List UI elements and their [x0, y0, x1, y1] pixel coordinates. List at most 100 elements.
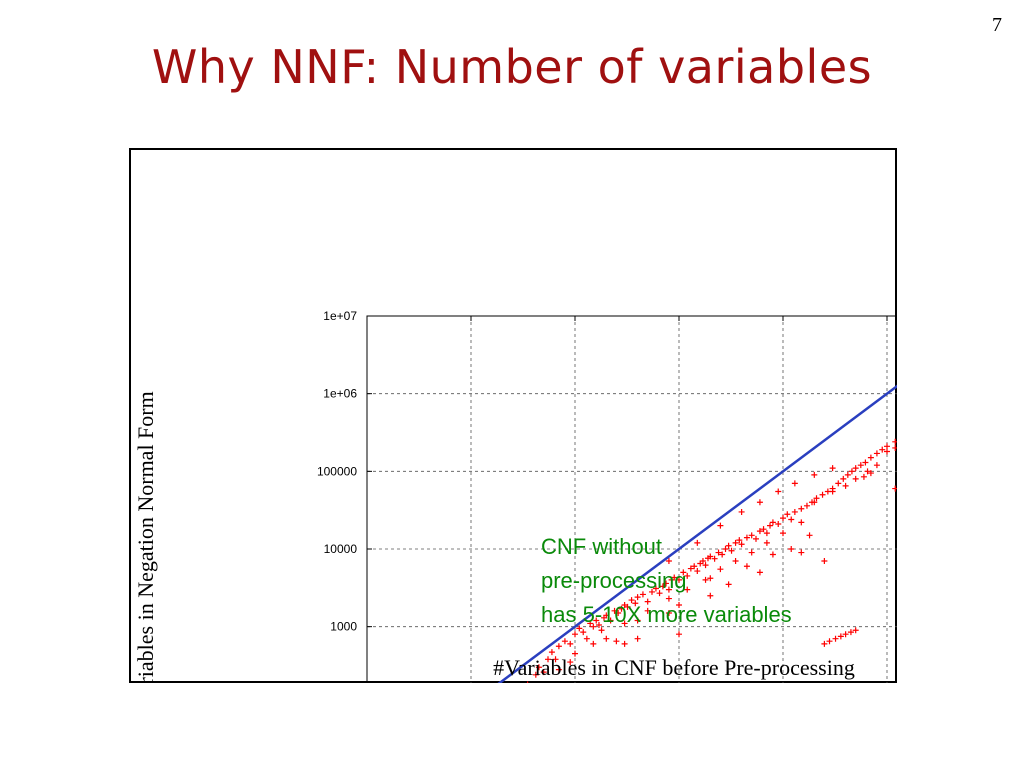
- data-point: [644, 598, 651, 605]
- data-point: [583, 635, 590, 642]
- data-point: [748, 549, 755, 556]
- data-point: [663, 580, 670, 587]
- data-point: [652, 585, 659, 592]
- data-point: [862, 459, 869, 466]
- data-point: [634, 594, 641, 601]
- data-point: [892, 444, 897, 451]
- data-point: [756, 499, 763, 506]
- slide-title: Why NNF: Number of variables: [151, 40, 873, 94]
- data-point: [665, 595, 672, 602]
- data-point: [618, 605, 625, 612]
- data-point: [763, 530, 770, 537]
- data-point: [788, 546, 795, 552]
- data-point: [540, 669, 547, 676]
- annotation: CNF without pre-processing has 5-10X mor…: [541, 530, 792, 632]
- data-point: [702, 576, 709, 583]
- data-point: [603, 635, 610, 642]
- data-point: [634, 635, 641, 642]
- data-point: [702, 562, 709, 569]
- data-point: [567, 640, 574, 647]
- data-point: [775, 488, 782, 495]
- data-point: [811, 471, 818, 478]
- data-point: [576, 625, 583, 632]
- data-point: [659, 583, 666, 590]
- data-point: [544, 656, 551, 663]
- data-point: [707, 553, 714, 560]
- data-point: [892, 485, 897, 492]
- annotation-line-3: has 5-10X more variables: [541, 602, 792, 627]
- data-point: [613, 638, 620, 645]
- data-point: [555, 666, 562, 673]
- y-tick-label: 10000: [324, 542, 358, 556]
- data-point: [725, 581, 732, 588]
- data-point: [552, 656, 559, 663]
- data-point: [572, 650, 578, 657]
- data-point: [632, 600, 639, 607]
- data-point: [634, 617, 641, 624]
- data-point: [555, 643, 562, 650]
- data-point: [879, 446, 886, 453]
- data-point: [595, 622, 602, 629]
- data-point: [676, 576, 682, 583]
- data-point: [611, 607, 618, 614]
- data-point: [684, 586, 691, 593]
- data-point: [603, 612, 610, 619]
- data-point: [665, 609, 672, 616]
- data-point: [624, 603, 631, 610]
- data-point: [656, 590, 663, 597]
- data-point: [736, 537, 743, 544]
- data-point: [607, 617, 614, 624]
- data-point: [852, 465, 859, 472]
- data-point: [590, 623, 597, 630]
- data-point: [687, 565, 694, 572]
- data-point: [780, 515, 786, 522]
- data-point: [738, 541, 745, 548]
- data-point: [671, 574, 678, 581]
- data-point: [788, 516, 795, 523]
- data-point: [821, 558, 828, 565]
- data-point: [572, 631, 578, 638]
- data-point: [738, 508, 745, 515]
- data-point: [821, 640, 828, 647]
- data-point: [791, 508, 798, 515]
- data-point: [743, 534, 750, 541]
- data-point: [767, 522, 774, 529]
- data-point: [580, 629, 587, 636]
- data-point: [598, 627, 605, 634]
- data-point: [873, 462, 880, 469]
- data-point: [590, 640, 597, 647]
- data-point: [639, 591, 646, 598]
- y-tick-label: 1e+07: [323, 309, 357, 323]
- data-point: [864, 468, 871, 475]
- data-point: [847, 629, 854, 636]
- data-point: [593, 617, 600, 624]
- data-point: [763, 539, 770, 546]
- data-point: [780, 530, 786, 537]
- data-point: [561, 638, 568, 645]
- data-point: [725, 542, 732, 549]
- data-point: [699, 558, 706, 565]
- data-point: [684, 572, 691, 579]
- page-number: 7: [992, 14, 1002, 36]
- data-point: [852, 627, 859, 634]
- data-point: [648, 588, 655, 595]
- data-point: [840, 475, 847, 482]
- data-point: [567, 659, 574, 666]
- data-point: [717, 522, 724, 529]
- y-tick-label: 100000: [317, 464, 357, 478]
- data-point: [852, 475, 859, 482]
- data-point: [803, 502, 810, 509]
- data-point: [722, 546, 729, 552]
- data-point: [644, 607, 651, 614]
- data-point: [837, 633, 844, 640]
- data-point: [775, 520, 782, 527]
- data-point: [676, 602, 682, 609]
- data-point: [719, 551, 726, 558]
- data-point: [676, 631, 682, 638]
- data-point: [867, 470, 874, 477]
- data-point: [829, 465, 836, 472]
- data-points: [526, 438, 897, 683]
- data-point: [694, 539, 701, 546]
- data-point: [732, 539, 739, 546]
